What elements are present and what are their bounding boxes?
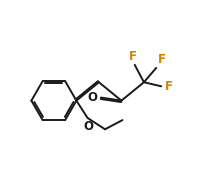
Text: O: O [83,120,93,133]
Text: F: F [129,50,137,63]
Text: F: F [158,53,166,66]
Text: O: O [87,91,97,104]
Text: F: F [164,80,172,93]
